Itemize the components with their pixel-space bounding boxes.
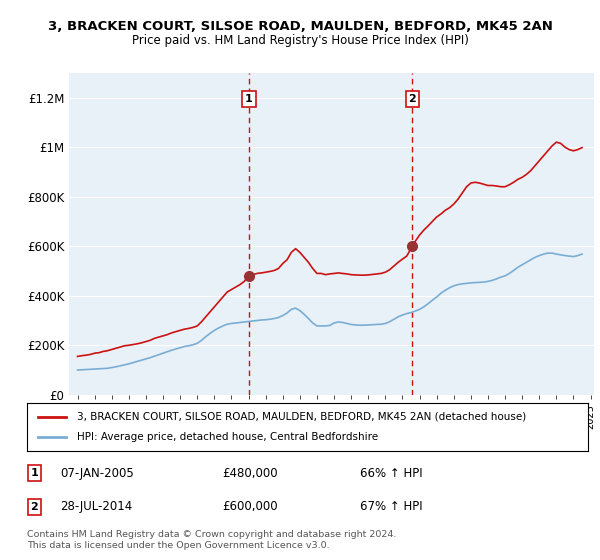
Text: 1: 1: [245, 94, 253, 104]
Text: This data is licensed under the Open Government Licence v3.0.: This data is licensed under the Open Gov…: [27, 541, 329, 550]
Text: £480,000: £480,000: [222, 466, 278, 480]
Text: 67% ↑ HPI: 67% ↑ HPI: [360, 500, 422, 514]
Text: Contains HM Land Registry data © Crown copyright and database right 2024.: Contains HM Land Registry data © Crown c…: [27, 530, 397, 539]
Text: 07-JAN-2005: 07-JAN-2005: [60, 466, 134, 480]
Text: £600,000: £600,000: [222, 500, 278, 514]
Text: 2: 2: [409, 94, 416, 104]
Text: Price paid vs. HM Land Registry's House Price Index (HPI): Price paid vs. HM Land Registry's House …: [131, 34, 469, 46]
Text: 1: 1: [31, 468, 38, 478]
Text: 66% ↑ HPI: 66% ↑ HPI: [360, 466, 422, 480]
Text: 3, BRACKEN COURT, SILSOE ROAD, MAULDEN, BEDFORD, MK45 2AN: 3, BRACKEN COURT, SILSOE ROAD, MAULDEN, …: [47, 20, 553, 32]
Text: 2: 2: [31, 502, 38, 512]
Text: 28-JUL-2014: 28-JUL-2014: [60, 500, 132, 514]
Text: 3, BRACKEN COURT, SILSOE ROAD, MAULDEN, BEDFORD, MK45 2AN (detached house): 3, BRACKEN COURT, SILSOE ROAD, MAULDEN, …: [77, 412, 527, 422]
Text: HPI: Average price, detached house, Central Bedfordshire: HPI: Average price, detached house, Cent…: [77, 432, 379, 442]
